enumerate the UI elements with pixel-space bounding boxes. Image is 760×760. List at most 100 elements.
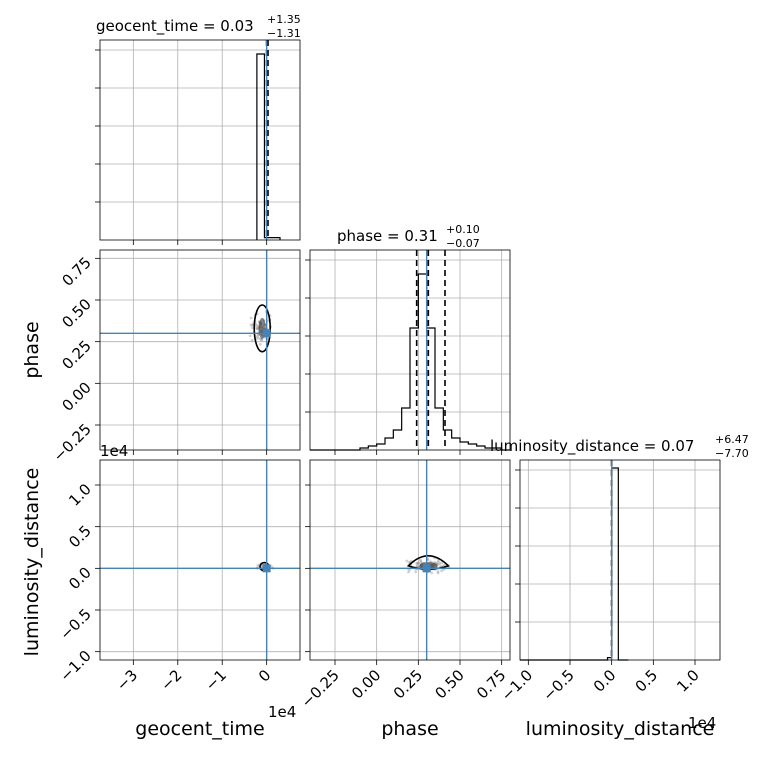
p21-sample-point-7 — [438, 562, 442, 566]
title-phase: phase = 0.31 — [337, 227, 438, 245]
xlabel-geocent-time: geocent_time — [135, 718, 264, 740]
title-geocent-time-prefix: geocent_time = — [96, 17, 220, 36]
p10-sample-point-25 — [248, 334, 252, 338]
title-phase-value: 0.31 — [404, 227, 437, 245]
title-phase-prefix: phase = — [337, 227, 404, 245]
p21-sample-point-91 — [440, 569, 443, 573]
p10-sample-point-33 — [256, 335, 259, 339]
panels-layer: −0.250.000.250.500.75−1.0−0.50.00.51.0−3… — [50, 39, 721, 711]
xlabel-phase: phase — [381, 718, 438, 740]
p10-sample-point-67 — [257, 337, 261, 340]
p10-sample-point-21 — [258, 342, 262, 346]
p20-frame — [99, 459, 301, 661]
p21-sample-point-67 — [414, 570, 418, 574]
hist-lumi-xtick-label-2: 0.0 — [590, 666, 620, 696]
p10-sample-point-22 — [256, 333, 260, 337]
hist-lumi-xtick-label-1: −0.5 — [539, 666, 577, 704]
p20-sample-point-9 — [256, 564, 260, 567]
p20-truth-marker — [262, 564, 271, 573]
title-geocent-time: geocent_time = 0.03 — [96, 17, 254, 36]
hist-lumi-xtick-label-0: −1.0 — [498, 666, 536, 704]
p10-sample-point-68 — [256, 327, 260, 330]
xlabel-luminosity-distance: luminosity_distance — [526, 718, 715, 740]
title-luminosity-distance-upper: +6.47 — [715, 433, 749, 446]
title-luminosity-distance-value: 0.07 — [661, 437, 694, 455]
hist-phase-frame — [309, 249, 511, 451]
p10-frame — [99, 249, 301, 451]
p21-sample-point-39 — [415, 565, 419, 568]
p21-xtick-label-3: 0.50 — [431, 666, 467, 702]
p20-xtick-label-0: −3 — [113, 666, 141, 694]
title-geocent-time-lower: −1.31 — [267, 27, 301, 40]
title-geocent-time-upper: +1.35 — [267, 13, 301, 26]
p21-xtick-label-2: 0.25 — [390, 666, 426, 702]
p21-xtick-label-1: 0.00 — [348, 666, 384, 702]
p20-ytick-label-3: 0.5 — [65, 522, 95, 552]
p20-xtick-label-2: −1 — [202, 666, 230, 694]
p21-sample-point-35 — [405, 559, 409, 563]
p10-sample-point-62 — [250, 326, 254, 330]
p20-ytick-label-2: 0.0 — [65, 563, 95, 593]
p20-sample-point-1 — [270, 565, 273, 568]
offset-label-geocent-time-x: 1e4 — [268, 703, 296, 721]
p21-truth-marker — [422, 564, 431, 573]
p10-sample-point-50 — [260, 338, 264, 342]
p10-sample-point-38 — [249, 323, 253, 327]
p10-sample-point-61 — [250, 338, 254, 342]
p21-sample-point-45 — [416, 562, 419, 565]
title-phase-upper: +0.10 — [446, 223, 480, 236]
ylabel-luminosity-distance: luminosity_distance — [21, 468, 43, 657]
p21-frame — [309, 459, 511, 661]
offset-label-luminosity-distance-x: 1e4 — [688, 714, 716, 732]
p10-truth-marker — [262, 329, 271, 338]
p21-sample-point-55 — [436, 560, 440, 564]
p21-sample-point-86 — [415, 562, 419, 566]
title-luminosity-distance-prefix: luminosity_distance = — [490, 437, 661, 456]
p20-ytick-label-1: −0.5 — [56, 605, 94, 643]
p21-sample-point-100 — [407, 560, 411, 564]
hist-geocent-histogram — [256, 53, 281, 240]
p10-sample-point-39 — [259, 338, 263, 342]
p10-sample-point-32 — [254, 322, 258, 326]
p10-ytick-label-2: 0.25 — [58, 337, 94, 373]
p20-xtick-label-1: −2 — [157, 666, 185, 694]
p21-sample-point-2 — [419, 559, 423, 563]
title-phase-lower: −0.07 — [446, 237, 480, 250]
p21-sample-point-78 — [430, 571, 434, 575]
p21-sample-point-92 — [436, 571, 440, 575]
p21-sample-point-24 — [416, 561, 420, 565]
p20-ytick-label-4: 1.0 — [65, 480, 95, 510]
ylabel-phase: phase — [21, 321, 43, 378]
offset-label-luminosity-distance-y: 1e4 — [100, 442, 128, 460]
p10-ytick-label-3: 0.50 — [58, 295, 94, 331]
hist-phase-histogram — [310, 273, 510, 451]
p21-sample-point-62 — [419, 558, 422, 562]
p21-xtick-label-0: −0.25 — [298, 666, 343, 711]
p21-sample-point-30 — [408, 568, 411, 572]
p21-sample-point-28 — [436, 570, 440, 573]
p10-sample-point-6 — [256, 327, 259, 331]
title-geocent-time-value: 0.03 — [220, 17, 253, 35]
p21-sample-point-76 — [417, 561, 421, 565]
p10-ytick-label-1: 0.00 — [58, 378, 94, 414]
p21-sample-point-68 — [440, 561, 444, 565]
p10-sample-point-43 — [249, 316, 253, 320]
p20-xtick-label-3: 0 — [255, 666, 274, 685]
hist-lumi-xtick-label-4: 1.0 — [673, 666, 703, 696]
p10-sample-point-48 — [256, 327, 260, 331]
p21-sample-point-53 — [407, 570, 410, 574]
hist-lumi-frame — [519, 459, 721, 661]
p21-sample-point-34 — [416, 561, 420, 565]
p20-ytick-label-0: −1.0 — [56, 647, 94, 685]
p10-ytick-label-4: 0.75 — [58, 253, 94, 289]
hist-lumi-xtick-label-3: 0.5 — [632, 666, 662, 696]
title-luminosity-distance: luminosity_distance = 0.07 — [490, 437, 694, 456]
p10-contour — [253, 304, 272, 353]
title-luminosity-distance-lower: −7.70 — [715, 447, 749, 460]
p10-sample-point-44 — [255, 324, 258, 328]
p10-ytick-label-0: −0.25 — [50, 420, 95, 465]
p21-sample-point-32 — [437, 559, 440, 562]
hist-geocent-frame — [99, 39, 301, 241]
p10-sample-point-15 — [255, 326, 258, 330]
